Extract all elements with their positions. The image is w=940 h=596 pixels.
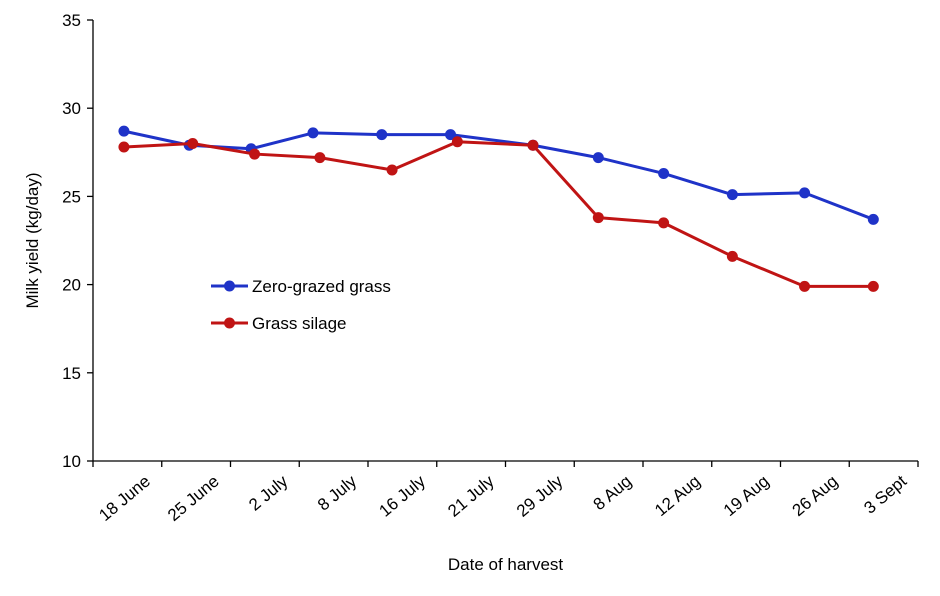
x-tick-label: 8 Aug (590, 472, 636, 515)
series-line (123, 129, 874, 221)
data-point (867, 280, 879, 292)
legend-label: Zero-grazed grass (252, 277, 391, 296)
data-point (376, 129, 388, 141)
x-tick-label: 3 Sept (860, 471, 910, 517)
data-point (799, 187, 811, 199)
legend-marker (224, 280, 235, 292)
x-tick-label: 18 June (95, 472, 154, 525)
x-tick-label: 8 July (314, 471, 361, 514)
y-tick-label: 20 (62, 276, 81, 295)
data-point (592, 212, 604, 224)
data-point (726, 189, 738, 201)
series-line (123, 140, 874, 288)
x-tick-label: 26 Aug (789, 472, 842, 521)
series-group (118, 125, 879, 292)
data-point (118, 125, 130, 137)
data-point (527, 139, 539, 151)
data-point (314, 152, 326, 164)
series-1 (118, 136, 879, 292)
data-point (118, 141, 130, 153)
x-tick-label: 21 July (444, 471, 498, 520)
legend-label: Grass silage (252, 314, 346, 333)
data-point (445, 129, 456, 141)
data-point (386, 164, 398, 176)
data-point (867, 213, 879, 225)
x-tick-label: 2 July (245, 471, 292, 514)
y-tick-label: 35 (62, 11, 81, 30)
data-point (658, 217, 670, 229)
data-point (451, 136, 463, 148)
data-point (187, 137, 199, 149)
y-tick-label: 30 (62, 99, 81, 118)
legend: Zero-grazed grass Grass silage (211, 277, 391, 333)
axes (92, 20, 918, 462)
series-0 (118, 125, 879, 225)
x-tick-label: 16 July (375, 471, 429, 520)
x-tick-label: 25 June (164, 472, 223, 525)
data-point (799, 280, 811, 292)
y-axis-title: Milk yield (kg/day) (23, 172, 42, 308)
y-tick-label: 10 (62, 452, 81, 471)
x-tick-label: 19 Aug (720, 472, 773, 521)
legend-item: Grass silage (211, 314, 346, 333)
x-tick-label: 12 Aug (651, 472, 704, 521)
y-tick-label: 25 (62, 187, 81, 206)
y-tick-label: 15 (62, 364, 81, 383)
data-point (249, 148, 261, 160)
y-ticks: 10 15 20 25 30 35 (62, 11, 93, 471)
data-point (592, 152, 604, 164)
data-point (726, 250, 738, 262)
x-axis-title: Date of harvest (448, 555, 564, 574)
data-point (307, 127, 319, 139)
legend-item: Zero-grazed grass (211, 277, 391, 296)
data-point (658, 167, 670, 179)
x-ticks: 18 June 25 June 2 July 8 July 16 July 21 July… (92, 461, 919, 525)
x-tick-label: 29 July (513, 471, 567, 520)
legend-marker (224, 317, 235, 329)
